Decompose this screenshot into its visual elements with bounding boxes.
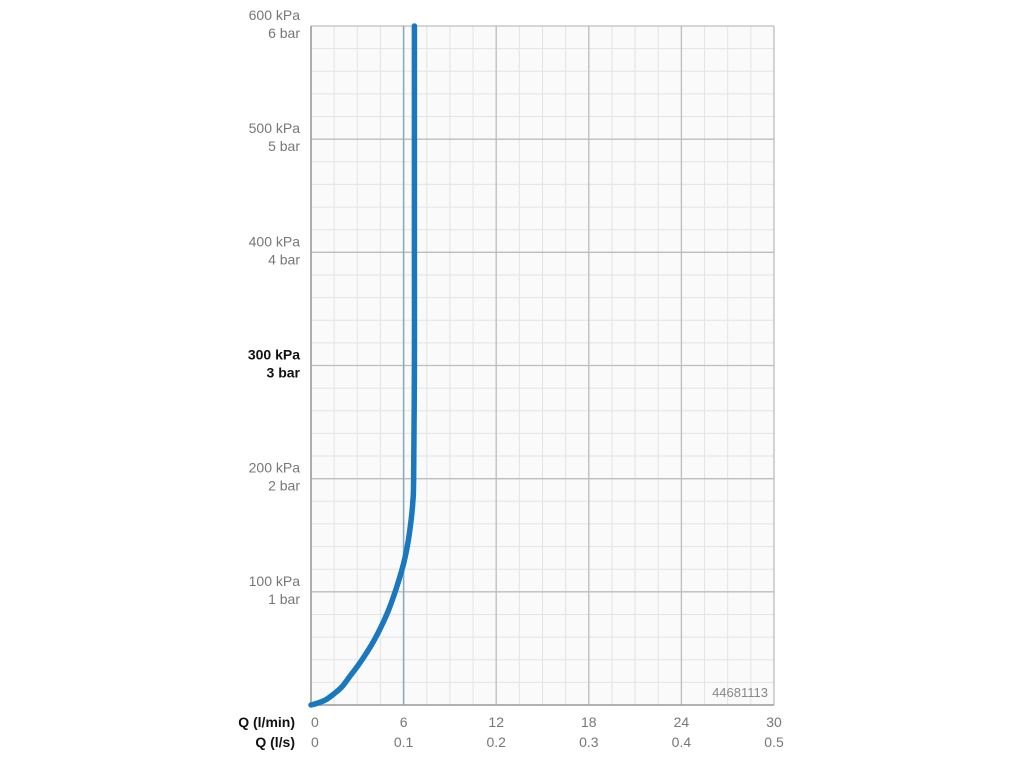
x-tick-label-ls: 0.3 (579, 734, 599, 750)
x-tick-label-ls: 0.4 (672, 734, 692, 750)
y-tick-label-kpa: 500 kPa (249, 120, 301, 136)
y-tick-label-kpa: 400 kPa (249, 233, 301, 249)
x-tick-label-lmin: 24 (674, 714, 690, 730)
x-tick-label-ls: 0.2 (486, 734, 506, 750)
x-axis-label-secondary: Q (l/s) (255, 734, 295, 750)
x-tick-labels: 0 0 6 0.1 12 0.2 18 0.3 24 0.4 30 0.5 (311, 714, 784, 750)
y-tick-label-kpa: 300 kPa (248, 347, 300, 363)
y-tick-label-bar: 6 bar (268, 25, 300, 41)
y-tick-label-kpa: 600 kPa (249, 7, 301, 23)
y-tick-label-bar: 4 bar (268, 251, 300, 267)
y-tick-label-bar: 2 bar (268, 478, 300, 494)
y-tick-label-bar: 1 bar (268, 591, 300, 607)
y-tick-label-kpa: 100 kPa (249, 573, 301, 589)
x-tick-label-lmin: 18 (581, 714, 597, 730)
x-tick-label-lmin: 0 (311, 714, 319, 730)
x-tick-label-lmin: 12 (488, 714, 504, 730)
y-tick-label-kpa: 200 kPa (249, 460, 301, 476)
x-tick-label-lmin: 6 (400, 714, 408, 730)
x-axis-label-primary: Q (l/min) (238, 714, 295, 730)
y-tick-labels: 600 kPa 6 bar 500 kPa 5 bar 400 kPa 4 bar 300 … (248, 7, 301, 607)
x-tick-label-ls: 0 (311, 734, 319, 750)
product-code-label: 44681113 (712, 685, 768, 700)
x-tick-label-ls: 0.5 (764, 734, 784, 750)
y-tick-label-bar: 3 bar (267, 365, 301, 381)
series-line (308, 23, 418, 708)
y-tick-label-bar: 5 bar (268, 138, 300, 154)
x-tick-label-ls: 0.1 (394, 734, 414, 750)
x-tick-label-lmin: 30 (766, 714, 782, 730)
